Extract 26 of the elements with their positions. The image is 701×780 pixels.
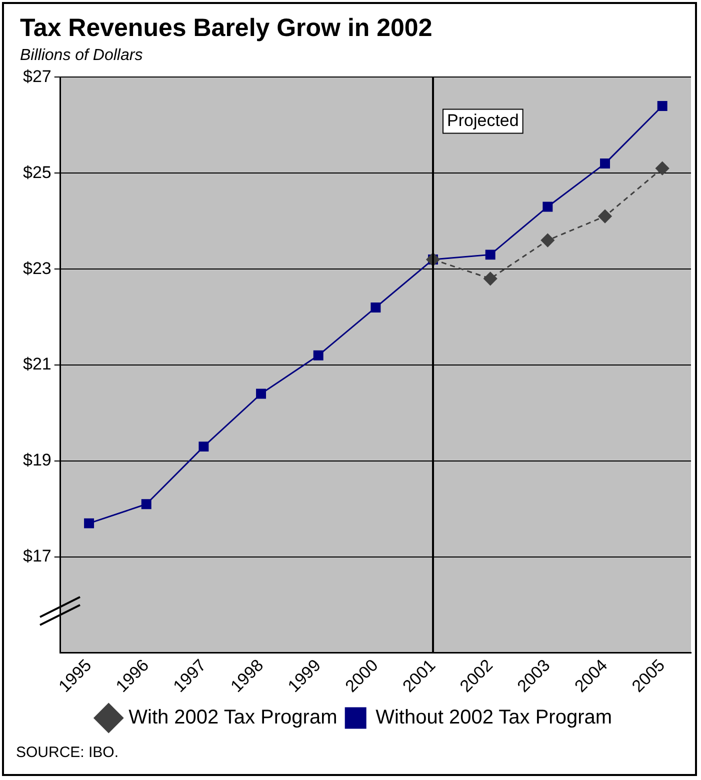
chart-subtitle: Billions of Dollars <box>20 47 143 64</box>
chart-title: Tax Revenues Barely Grow in 2002 <box>20 14 432 42</box>
y-tick-label: $25 <box>22 162 52 182</box>
y-tick-label: $21 <box>22 354 52 374</box>
source-note: SOURCE: IBO. <box>16 744 119 761</box>
point <box>657 100 668 111</box>
point <box>370 302 381 312</box>
point <box>600 158 610 169</box>
point <box>484 272 498 286</box>
point <box>256 388 266 399</box>
point <box>84 518 94 528</box>
y-tick-label: $23 <box>22 258 52 278</box>
point <box>313 350 324 360</box>
point <box>485 250 496 260</box>
point <box>141 499 152 510</box>
point <box>198 442 209 452</box>
y-tick-label: $17 <box>22 546 52 566</box>
legend-label: With 2002 Tax Program <box>128 706 338 729</box>
ref-line-label: Projected <box>447 110 519 130</box>
legend-label: Without 2002 Tax Program <box>376 706 612 729</box>
y-tick-label: $27 <box>22 66 52 86</box>
point <box>656 162 670 176</box>
y-tick-label: $19 <box>22 450 52 470</box>
point <box>542 202 553 212</box>
point <box>540 234 554 248</box>
point <box>598 210 612 224</box>
